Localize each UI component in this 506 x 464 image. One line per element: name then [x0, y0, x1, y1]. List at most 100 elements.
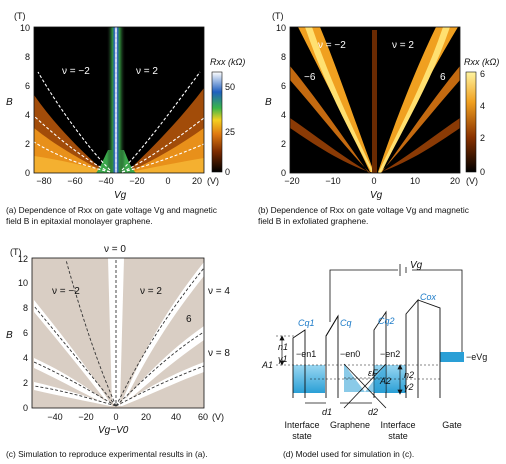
c-unit-right: (V)	[212, 412, 224, 422]
b-xtick-m10: −10	[325, 176, 340, 186]
caption-b-line1: (b) Dependence of Rxx on gate voltage Vg…	[258, 205, 469, 215]
c-y-ticks: 0 2 4 6 8 10 12	[18, 254, 28, 413]
a-ytick-4: 4	[25, 110, 30, 120]
d-label-A2: A2	[379, 376, 391, 386]
b-ytick-4: 4	[281, 110, 286, 120]
c-ytick-6: 6	[23, 328, 28, 338]
d-bottom-graphene: Graphene	[330, 420, 370, 430]
d-label-n1: n1	[278, 342, 288, 352]
d-label-n2: n2	[404, 370, 414, 380]
caption-b: (b) Dependence of Rxx on gate voltage Vg…	[258, 205, 506, 227]
d-plates	[292, 298, 441, 398]
b-ytick-6: 6	[281, 81, 286, 91]
caption-d-text: (d) Model used for simulation in (c).	[283, 449, 415, 459]
c-label-nu2: ν = 2	[140, 286, 162, 297]
a-colorbar	[211, 71, 223, 173]
a-cb-tick-50: 50	[225, 82, 235, 92]
a-dashed-lines	[33, 29, 205, 173]
d-label-cg2: Cq2	[378, 316, 395, 326]
c-ytick-12: 12	[18, 254, 28, 264]
b-xtick-m20: −20	[284, 176, 299, 186]
a-colorbar-title: Rxx (kΩ)	[210, 57, 245, 67]
c-y-axis-label: B	[6, 330, 13, 341]
b-label-minus6: −6	[304, 72, 316, 83]
panel-b: (T) B ν = −2 ν = 2 −6 6 0 2 4 6 8 10 −20	[265, 11, 499, 201]
a-xtick-m80: −80	[36, 176, 51, 186]
b-xtick-0: 0	[371, 176, 376, 186]
d-label-eF: εF	[368, 368, 378, 378]
b-ytick-8: 8	[281, 52, 286, 62]
b-x-axis-label: Vg	[370, 190, 383, 201]
a-label-nu-2: ν = 2	[136, 66, 158, 77]
d-label-cox: Cox	[420, 292, 437, 302]
a-xtick-20: 20	[192, 176, 202, 186]
caption-a-line1: (a) Dependence of Rxx on gate voltage Vg…	[6, 205, 217, 215]
c-ytick-8: 8	[23, 303, 28, 313]
c-ytick-4: 4	[23, 353, 28, 363]
d-slab-interface1	[293, 365, 325, 393]
d-label-en0: −en0	[340, 349, 360, 359]
c-xtick-60: 60	[198, 412, 208, 422]
b-unit-top: (T)	[272, 11, 284, 21]
a-label-nu-minus2: ν = −2	[62, 66, 90, 77]
b-xtick-20: 20	[450, 176, 460, 186]
d-label-cq: Cq	[340, 318, 352, 328]
c-unit-top: (T)	[10, 247, 22, 257]
caption-c: (c) Simulation to reproduce experimental…	[6, 449, 251, 460]
a-unit-right: (V)	[207, 176, 219, 186]
c-xtick-0: 0	[113, 412, 118, 422]
b-label-nu-2: ν = 2	[392, 40, 414, 51]
b-unit-right: (V)	[466, 176, 478, 186]
d-bottom-gate: Gate	[442, 420, 462, 430]
a-ytick-0: 0	[25, 168, 30, 178]
a-ytick-8: 8	[25, 52, 30, 62]
a-xtick-m20: −20	[129, 176, 144, 186]
b-cb-tick-4: 4	[480, 101, 485, 111]
caption-c-text: (c) Simulation to reproduce experimental…	[6, 449, 208, 459]
d-label-d2: d2	[368, 407, 378, 417]
a-x-ticks: −80 −60 −40 −20 0 20	[36, 176, 202, 186]
d-label-A1: A1	[261, 360, 273, 370]
d-label-en2: −en2	[380, 349, 400, 359]
d-bottom-interface1: Interface	[284, 420, 319, 430]
a-cb-tick-0: 0	[225, 167, 230, 177]
b-heat-fans	[290, 27, 460, 173]
b-label-6: 6	[440, 72, 446, 83]
b-colorbar	[465, 71, 477, 173]
c-ytick-10: 10	[18, 278, 28, 288]
d-dirac-cone	[343, 363, 387, 409]
b-cb-tick-6: 6	[480, 69, 485, 79]
b-colorbar-title: Rxx (kΩ)	[464, 57, 499, 67]
a-y-axis-label: B	[6, 97, 13, 108]
c-ytick-2: 2	[23, 378, 28, 388]
panel-c: (T) B ν = 0 ν = −2 ν = 2 ν = 4 6	[6, 244, 230, 436]
a-x-axis-label: Vg	[114, 190, 127, 201]
b-cb-tick-0: 0	[480, 167, 485, 177]
c-xtick-20: 20	[141, 412, 151, 422]
b-ytick-10: 10	[276, 23, 286, 33]
d-circuit	[329, 264, 463, 352]
d-vg: Vg	[410, 260, 423, 271]
b-y-axis-label: B	[265, 97, 272, 108]
panel-d: Vg	[261, 260, 487, 441]
b-y-ticks: 0 2 4 6 8 10	[276, 23, 286, 178]
b-label-nu-minus2: ν = −2	[318, 40, 346, 51]
a-xtick-m60: −60	[67, 176, 82, 186]
a-ytick-6: 6	[25, 81, 30, 91]
d-label-en1: −en1	[296, 349, 316, 359]
c-label-nu8: ν = 8	[208, 348, 230, 359]
b-xtick-10: 10	[410, 176, 420, 186]
caption-a: (a) Dependence of Rxx on gate voltage Vg…	[6, 205, 251, 227]
d-bottom-interface2: Interface	[380, 420, 415, 430]
a-y-ticks: 0 2 4 6 8 10	[20, 23, 30, 178]
d-label-eVg: −eVg	[466, 352, 487, 362]
d-label-g1: γ1	[278, 354, 288, 364]
caption-b-line2: field B in exfoliated graphene.	[258, 216, 369, 226]
c-label-nu0: ν = 0	[104, 244, 126, 255]
a-ytick-2: 2	[25, 139, 30, 149]
a-xtick-0: 0	[165, 176, 170, 186]
c-x-ticks: −40 −20 0 20 40 60	[47, 412, 208, 422]
d-label-d1: d1	[322, 407, 332, 417]
c-white-fans	[34, 258, 204, 406]
